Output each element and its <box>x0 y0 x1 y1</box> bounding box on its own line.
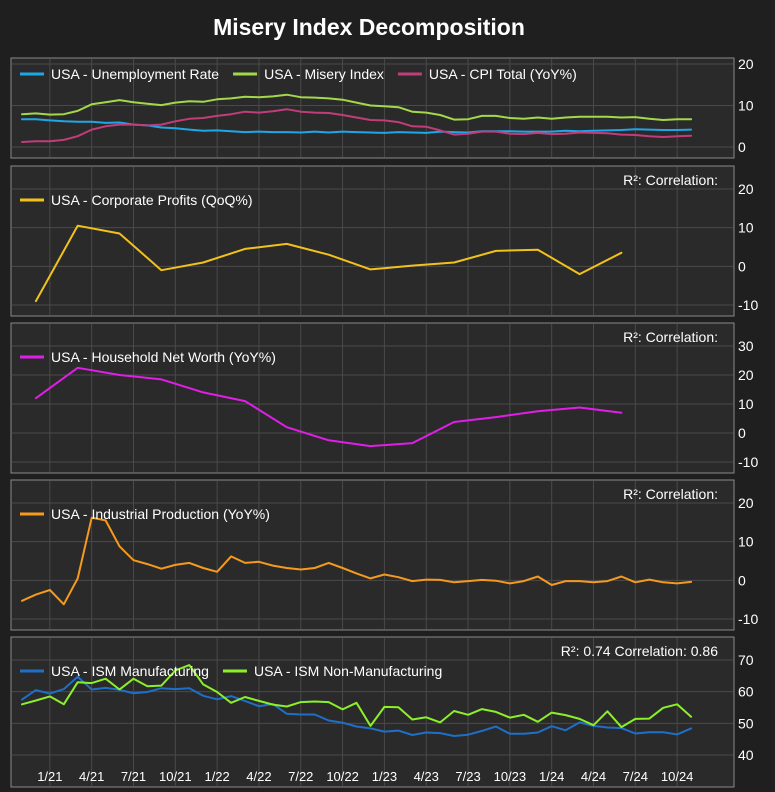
x-tick-label: 1/24 <box>539 769 564 784</box>
y-tick-label: 10 <box>738 534 754 550</box>
series-line-1 <box>21 675 693 737</box>
y-tick-label: 0 <box>738 425 746 441</box>
y-tick-label: 0 <box>738 139 746 155</box>
panel-1: 0 10 20 USA - Unemployment Rate USA - Misery… <box>10 56 754 159</box>
x-tick-label: 10/22 <box>326 769 359 784</box>
y-tick-label: 50 <box>738 715 754 731</box>
panel-background <box>10 322 735 474</box>
legend-entry-1: USA - Industrial Production (YoY%) <box>51 506 270 522</box>
y-tick-label: 10 <box>738 220 754 236</box>
y-tick-label: 70 <box>738 652 754 668</box>
legend-entry-1: USA - ISM Manufacturing <box>51 663 209 679</box>
y-tick-label: 20 <box>738 495 754 511</box>
x-tick-label: 10/24 <box>661 769 694 784</box>
x-tick-label: 10/23 <box>494 769 527 784</box>
legend-entry-3: USA - CPI Total (YoY%) <box>429 66 577 82</box>
page-title: Misery Index Decomposition <box>213 14 525 40</box>
panel-background <box>10 479 735 631</box>
x-tick-label: 4/21 <box>79 769 104 784</box>
y-tick-label: 10 <box>738 396 754 412</box>
series-line-1 <box>21 516 693 606</box>
panel-4: -10 0 10 20 USA - Industrial Production (YoY… <box>10 479 758 631</box>
y-tick-label: 0 <box>738 258 746 274</box>
legend-entry-1: USA - Unemployment Rate <box>51 66 219 82</box>
x-tick-label: 1/22 <box>204 769 229 784</box>
legend-entry-1: USA - Corporate Profits (QoQ%) <box>51 192 253 208</box>
stats-label: R²: Correlation: <box>623 486 718 502</box>
series-line-2 <box>21 664 693 729</box>
legend-entry-2: USA - ISM Non-Manufacturing <box>254 663 442 679</box>
x-tick-label: 7/24 <box>623 769 648 784</box>
series-line-3 <box>21 108 693 143</box>
panel-background <box>10 636 735 788</box>
x-tick-label: 7/22 <box>288 769 313 784</box>
y-tick-label: 20 <box>738 56 754 72</box>
y-tick-label: -10 <box>738 297 758 313</box>
panel-background <box>10 165 735 317</box>
x-tick-label: 4/23 <box>414 769 439 784</box>
legend-entry-2: USA - Misery Index <box>264 66 384 82</box>
x-tick-label: 7/23 <box>455 769 480 784</box>
stats-label: R²: Correlation: <box>623 172 718 188</box>
y-tick-label: 20 <box>738 367 754 383</box>
x-tick-label: 10/21 <box>159 769 192 784</box>
legend-entry-1: USA - Household Net Worth (YoY%) <box>51 349 276 365</box>
panel-background <box>10 57 735 159</box>
panel-2: -10 0 10 20 USA - Corporate Profits (QoQ%) R²… <box>10 165 758 317</box>
series-line-1 <box>34 224 623 303</box>
series-line-2 <box>21 93 693 121</box>
y-tick-label: 0 <box>738 572 746 588</box>
y-tick-label: 10 <box>738 98 754 114</box>
panel-3: -10 0 10 20 30 USA - Household Net Worth (YoY… <box>10 322 758 474</box>
x-tick-label: 7/21 <box>121 769 146 784</box>
series-line-1 <box>34 366 623 448</box>
y-tick-label: -10 <box>738 611 758 627</box>
x-tick-label: 1/21 <box>37 769 62 784</box>
x-tick-label: 4/22 <box>246 769 271 784</box>
stats-label: R²: Correlation: <box>623 329 718 345</box>
y-tick-label: 60 <box>738 684 754 700</box>
stats-label: R²: 0.74 Correlation: 0.86 <box>561 643 718 659</box>
x-tick-label: 4/24 <box>581 769 606 784</box>
y-tick-label: 40 <box>738 747 754 763</box>
y-tick-label: -10 <box>738 454 758 470</box>
panel-5: 40 50 60 70 USA - ISM Manufacturing USA - ISM… <box>10 636 754 788</box>
y-tick-label: 30 <box>738 338 754 354</box>
y-tick-label: 20 <box>738 181 754 197</box>
x-tick-label: 1/23 <box>372 769 397 784</box>
